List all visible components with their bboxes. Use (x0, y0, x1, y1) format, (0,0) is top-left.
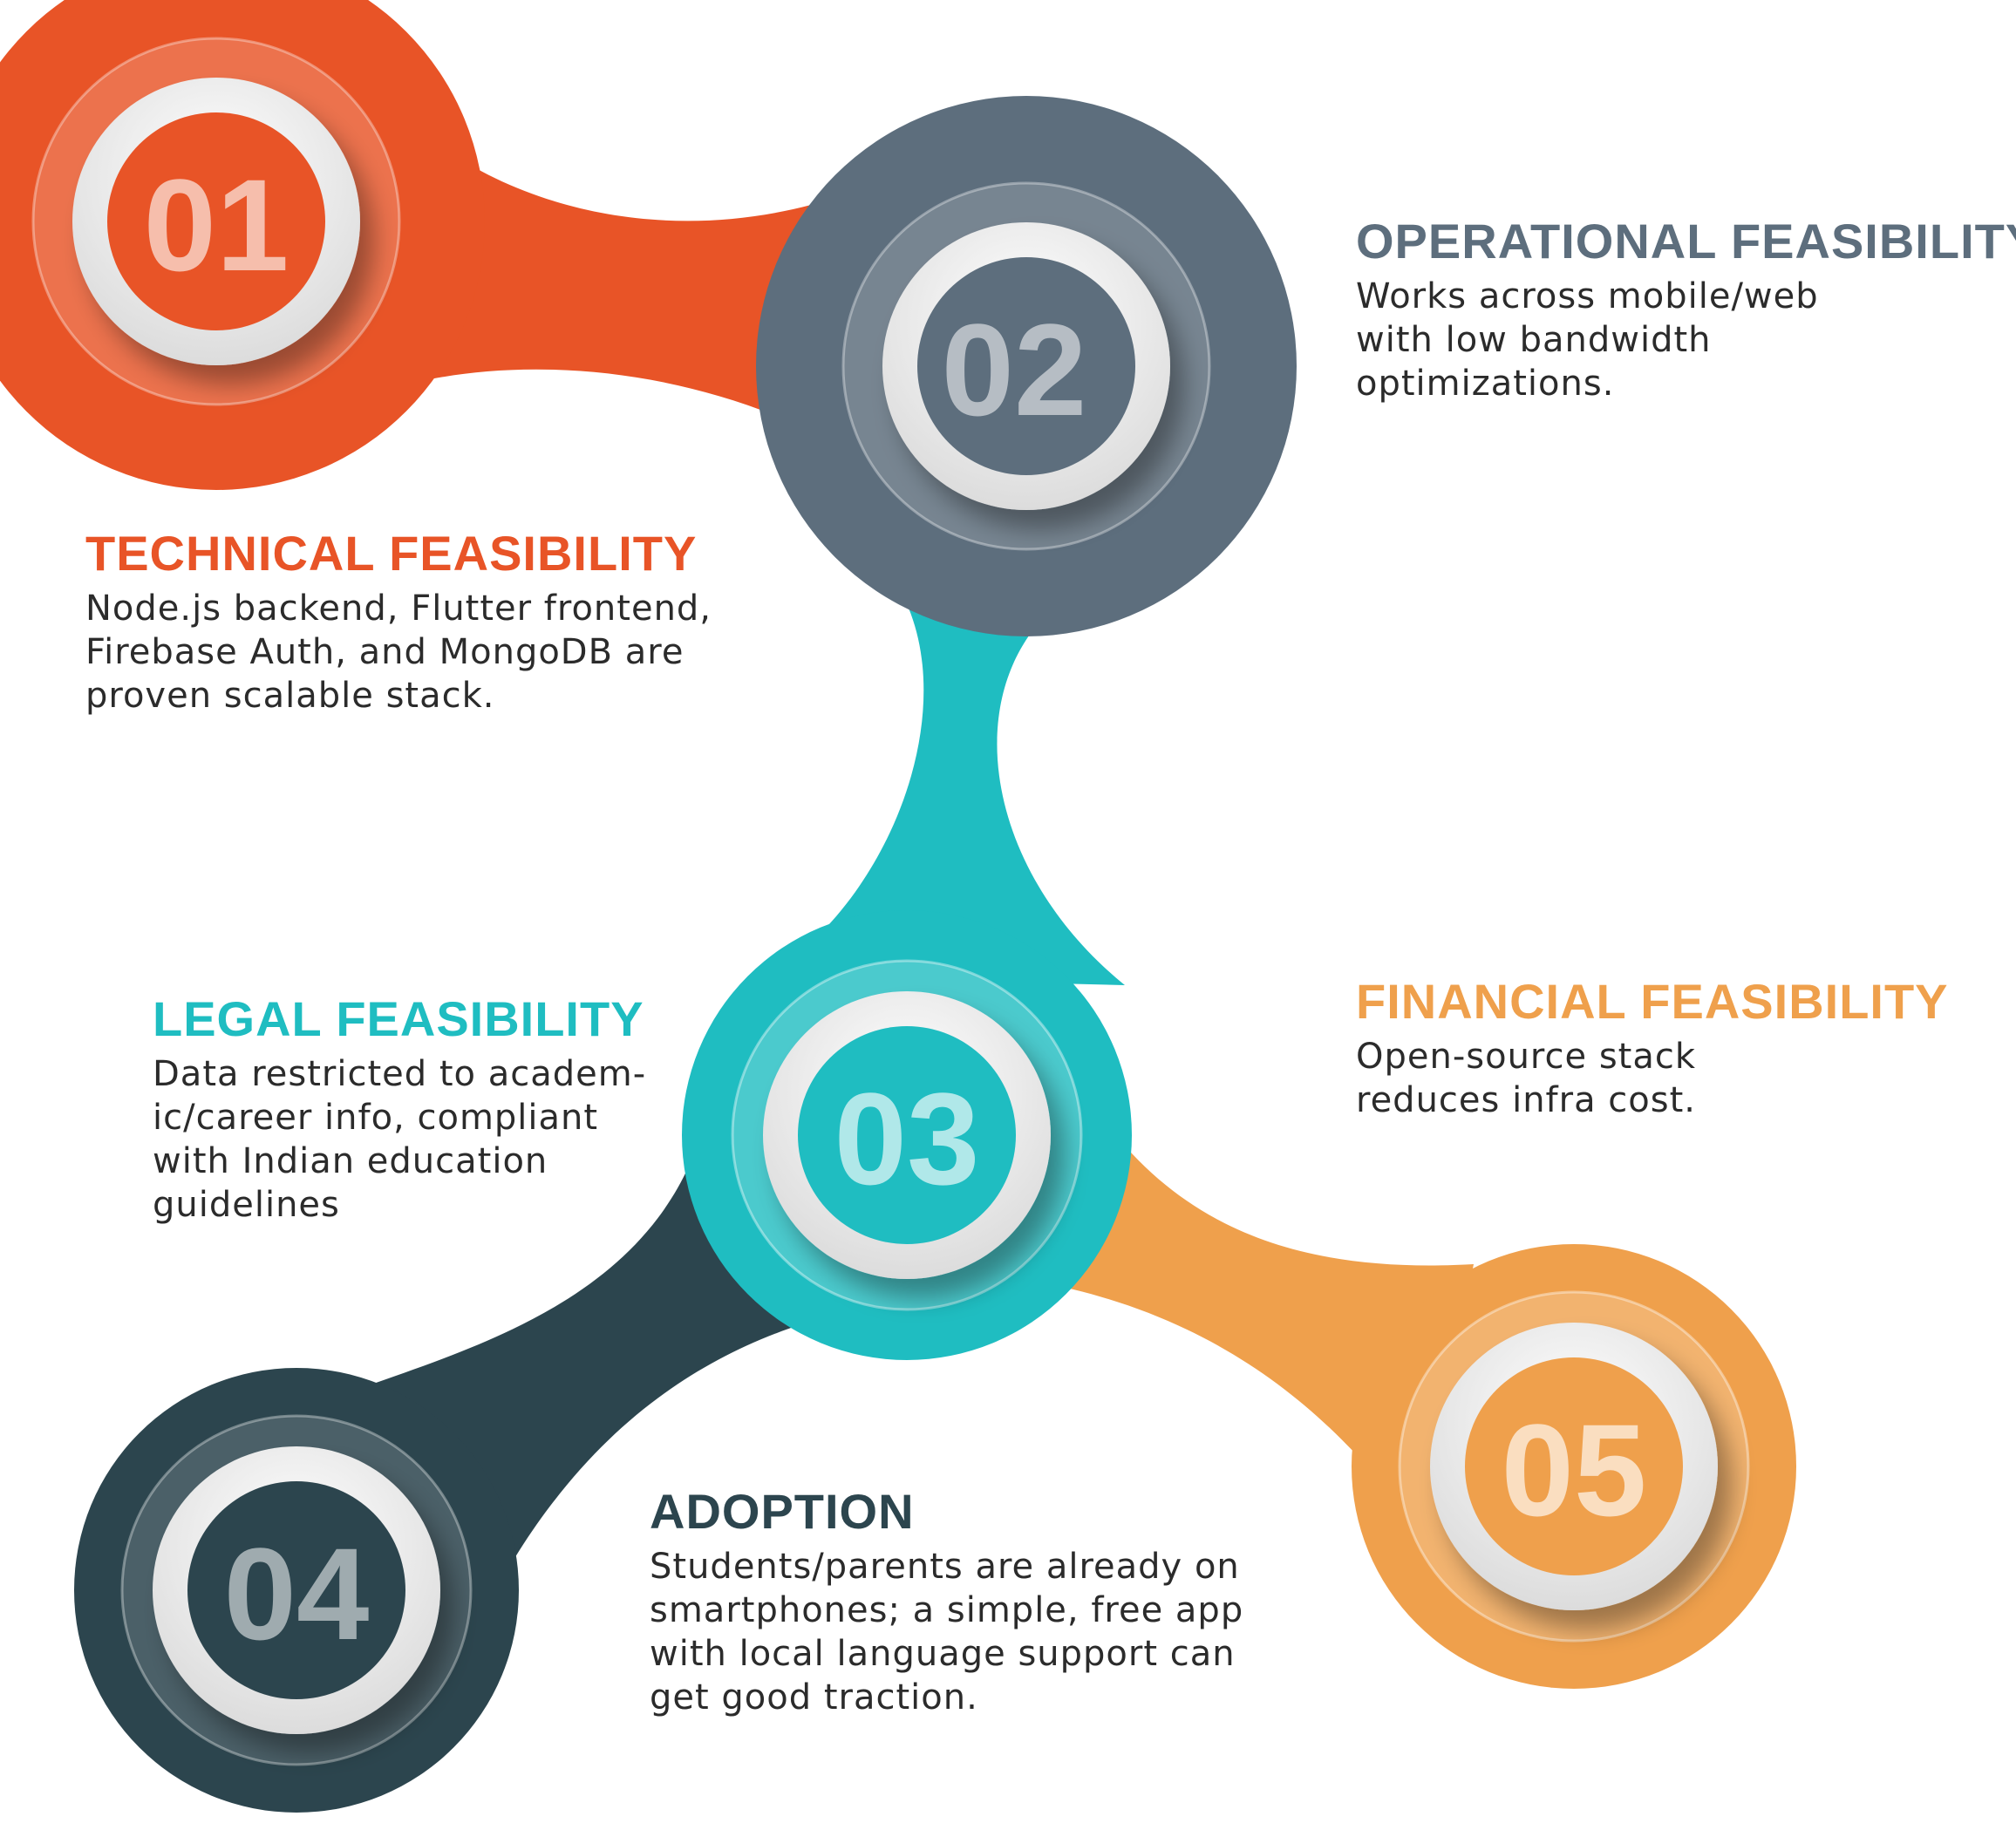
step-02-text: OPERATIONAL FEASIBILITY Works across mob… (1356, 214, 2016, 405)
step-02-number: 02 (942, 296, 1087, 443)
step-01-text: TECHNICAL FEASIBILITY Node.js backend, F… (85, 526, 712, 718)
step-05-description: Open-source stack reduces infra cost. (1356, 1036, 1697, 1120)
step-05-number: 05 (1502, 1397, 1647, 1543)
step-04-text: ADOPTION Students/parents are already on… (650, 1486, 1243, 1719)
step-04-number: 04 (224, 1520, 370, 1667)
step-03-title: LEGAL FEASIBILITY (153, 991, 644, 1046)
step-01-title: TECHNICAL FEASIBILITY (85, 526, 698, 581)
step-04-node: 04 (74, 1368, 519, 1813)
step-02-title: OPERATIONAL FEASIBILITY (1356, 214, 2016, 269)
step-02-description: Works across mobile/web with low bandwid… (1356, 276, 1819, 404)
step-01-number: 01 (144, 152, 289, 298)
step-03-node: 03 (682, 910, 1132, 1360)
step-03-text: LEGAL FEASIBILITY Data restricted to aca… (153, 991, 647, 1227)
step-05-text: FINANCIAL FEASIBILITY Open-source stack … (1356, 976, 1949, 1122)
step-05-node: 05 (1352, 1244, 1796, 1689)
step-02-node: 02 (756, 96, 1297, 636)
step-04-description: Students/parents are already on smartpho… (650, 1546, 1244, 1718)
step-01-description: Node.js backend, Flutter frontend, Fireb… (85, 588, 712, 716)
step-03-number: 03 (834, 1065, 980, 1212)
connector-02-03 (767, 558, 1125, 985)
step-01-node: 01 (0, 0, 485, 490)
step-05-title: FINANCIAL FEASIBILITY (1356, 974, 1949, 1029)
step-03-description: Data restricted to academ- ic/career inf… (153, 1053, 647, 1225)
step-04-title: ADOPTION (650, 1484, 915, 1539)
